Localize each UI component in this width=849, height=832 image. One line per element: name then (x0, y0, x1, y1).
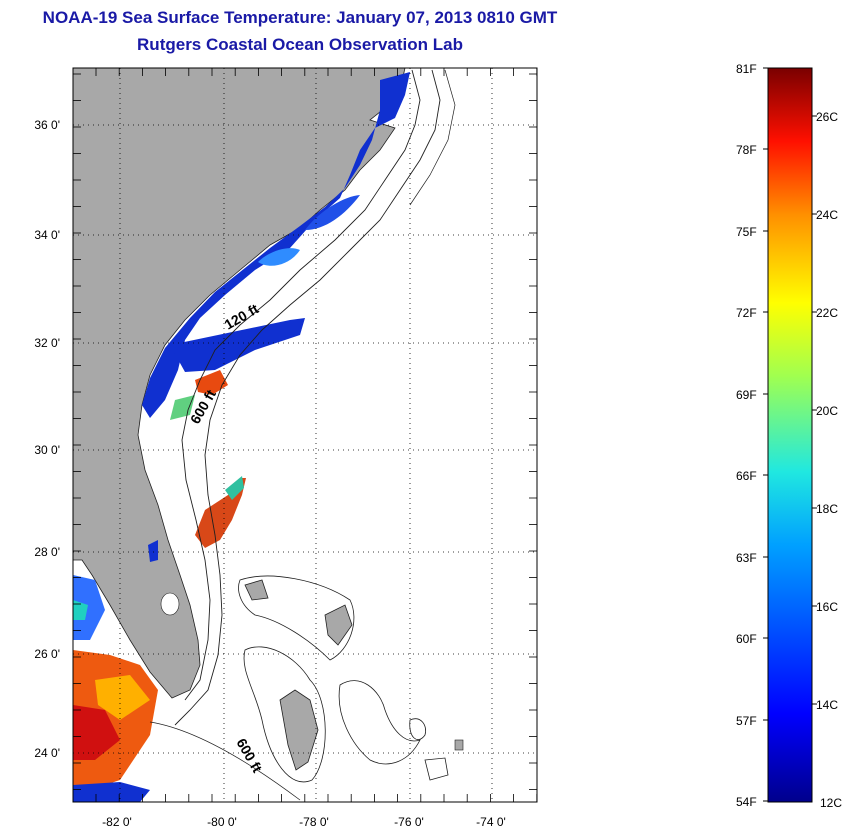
colorbar-c-label: 22C (816, 306, 839, 320)
lat-label: 28 0' (34, 545, 60, 559)
colorbar-c-label: 14C (816, 698, 839, 712)
lon-label: -80 0' (207, 815, 237, 829)
lat-label: 32 0' (34, 336, 60, 350)
lat-label: 34 0' (34, 228, 60, 242)
map-title: NOAA-19 Sea Surface Temperature: January… (42, 8, 558, 27)
lon-label: -78 0' (299, 815, 329, 829)
lon-label: -74 0' (476, 815, 506, 829)
colorbar (767, 67, 813, 803)
sst-warm-patch-north (195, 370, 228, 395)
colorbar-f-label: 60F (736, 632, 757, 646)
colorbar-f-label: 66F (736, 469, 757, 483)
colorbar-ticks (763, 67, 817, 802)
colorbar-f-label: 57F (736, 714, 757, 728)
colorbar-f-label: 54F (736, 795, 757, 809)
contour-600ft (174, 69, 441, 726)
colorbar-f-label: 63F (736, 551, 757, 565)
lat-label: 26 0' (34, 647, 60, 661)
colorbar-f-label: 78F (736, 143, 757, 157)
colorbar-c-label: 12C (820, 796, 843, 810)
colorbar-f-label: 81F (736, 62, 757, 76)
lon-label: -82 0' (102, 815, 132, 829)
contour-120ft (181, 69, 421, 701)
colorbar-c-label: 20C (816, 404, 839, 418)
colorbar-c-label: 16C (816, 600, 839, 614)
lat-label: 30 0' (34, 443, 60, 457)
map-subtitle: Rutgers Coastal Ocean Observation Lab (137, 35, 463, 54)
colorbar-c-label: 18C (816, 502, 839, 516)
colorbar-c-label: 26C (816, 110, 839, 124)
sst-coastal-band (142, 72, 410, 418)
colorbar-f-label: 72F (736, 306, 757, 320)
lat-label: 24 0' (34, 746, 60, 760)
colorbar-f-label: 75F (736, 225, 757, 239)
graticule (73, 68, 538, 802)
lon-label: -76 0' (394, 815, 424, 829)
colorbar-c-label: 24C (816, 208, 839, 222)
lat-label: 36 0' (34, 118, 60, 132)
colorbar-f-label: 69F (736, 388, 757, 402)
bahamas-islands (279, 689, 319, 771)
